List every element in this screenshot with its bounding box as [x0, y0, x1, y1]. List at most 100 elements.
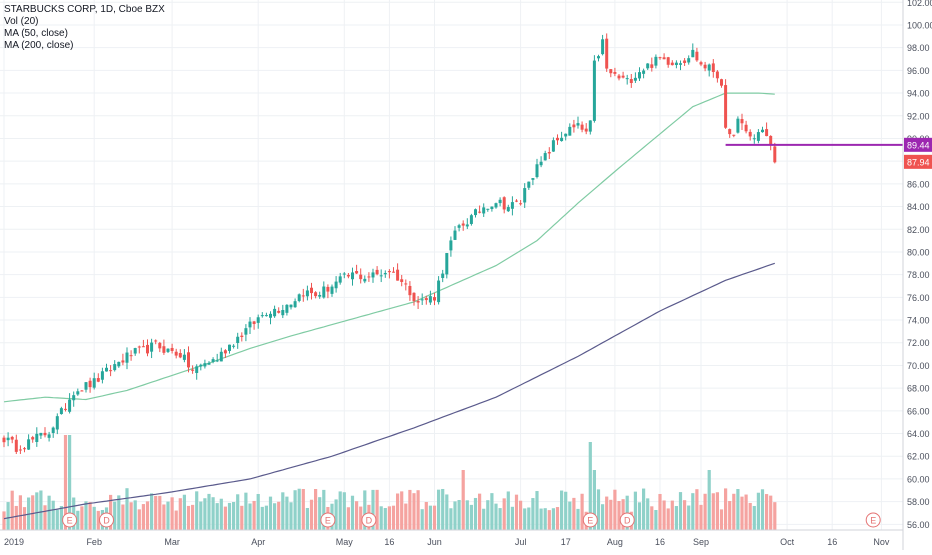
candle-body [330, 286, 334, 294]
candle-body [88, 380, 92, 388]
volume-bar [551, 508, 555, 530]
candle-body [80, 390, 84, 392]
volume-bar [613, 489, 617, 530]
event-marker[interactable] [865, 512, 881, 528]
volume-bar [478, 493, 482, 530]
ma50-line [3, 92, 775, 403]
volume-bar [314, 489, 318, 530]
volume-bar [211, 497, 215, 530]
volume-bar [646, 498, 650, 530]
volume-bar [756, 492, 760, 530]
candle-body [437, 280, 441, 303]
candle-body [166, 348, 170, 352]
candle-body [141, 346, 145, 348]
candle-body [404, 283, 408, 285]
volume-bar [39, 490, 43, 530]
candle-body [72, 395, 76, 401]
volume-bar [150, 493, 154, 530]
ma200-line [3, 262, 775, 520]
legend-ma50[interactable]: MA (50, close) [4, 28, 68, 39]
candle-body [351, 272, 354, 280]
legend-volume[interactable]: Vol (20) [4, 16, 39, 27]
volume-bar [18, 495, 22, 530]
candle-body [510, 202, 514, 209]
candle-body [392, 271, 395, 273]
volume-bar [268, 496, 273, 530]
candle-body [182, 354, 186, 360]
event-marker[interactable] [62, 512, 78, 528]
candle-body [314, 292, 318, 297]
volume-bar [650, 506, 654, 530]
candle-body [756, 132, 760, 141]
volume-bar [145, 501, 150, 530]
candle-body [523, 188, 527, 203]
candle-body [670, 62, 674, 66]
volume-bar [264, 505, 268, 530]
candle-body [195, 366, 199, 373]
candle-body [564, 133, 568, 137]
x-tick-label: Nov [873, 537, 890, 547]
volume-bar [350, 495, 355, 530]
candle-body [572, 124, 576, 128]
volume-bar [715, 492, 719, 530]
x-tick-label: Oct [780, 537, 795, 547]
volume-bar [453, 501, 457, 530]
y-tick-label: 72.00 [907, 338, 930, 348]
volume-bar [129, 502, 133, 530]
candle-body [355, 271, 359, 274]
legend-title[interactable]: STARBUCKS CORP, 1D, Cboe BZX [4, 4, 165, 15]
candle-body [687, 58, 691, 63]
volume-bar [404, 503, 408, 530]
volume-bar [687, 505, 691, 530]
volume-bar [539, 508, 543, 530]
candle-body [371, 272, 375, 278]
candle-body [633, 77, 637, 81]
volume-bar [76, 510, 80, 530]
candle-body [43, 432, 47, 436]
volume-bar [51, 500, 55, 530]
event-marker[interactable] [99, 512, 114, 528]
candle-body [621, 75, 625, 78]
y-tick-label: 56.00 [907, 520, 930, 530]
volume-bar [223, 506, 227, 530]
volume-bar [273, 503, 277, 530]
candle-body [494, 203, 498, 208]
event-label: E [325, 516, 331, 526]
x-tick-label: Mar [164, 537, 180, 547]
candle-body [506, 207, 510, 212]
volume-bar [182, 494, 186, 530]
candle-body [310, 287, 313, 294]
candle-body [515, 200, 518, 202]
event-marker[interactable] [582, 512, 598, 528]
candle-body [650, 64, 654, 68]
event-marker[interactable] [320, 512, 336, 528]
candle-body [232, 345, 236, 347]
candle-body [748, 131, 752, 137]
legend-ma200[interactable]: MA (200, close) [4, 40, 74, 51]
candle-body [638, 72, 641, 79]
volume-bar [363, 490, 367, 530]
candle-body [375, 269, 379, 275]
price-label: 87.94 [907, 157, 930, 167]
candle-body [301, 295, 305, 297]
candle-body [150, 342, 154, 352]
volume-bar [117, 495, 121, 530]
volume-bar [236, 494, 240, 530]
candle-body [543, 153, 547, 161]
volume-bar [379, 506, 383, 530]
candle-body [92, 378, 96, 388]
event-marker[interactable] [361, 512, 377, 528]
candle-body [642, 70, 646, 74]
candle-body [449, 240, 453, 251]
volume-bar [84, 501, 88, 530]
volume-bar [285, 496, 289, 530]
y-tick-label: 70.00 [907, 361, 930, 371]
volume-bar [240, 505, 244, 530]
volume-bar [6, 502, 10, 530]
x-tick-label: 16 [384, 537, 394, 547]
event-marker[interactable] [619, 512, 635, 528]
volume-bar [412, 493, 416, 530]
